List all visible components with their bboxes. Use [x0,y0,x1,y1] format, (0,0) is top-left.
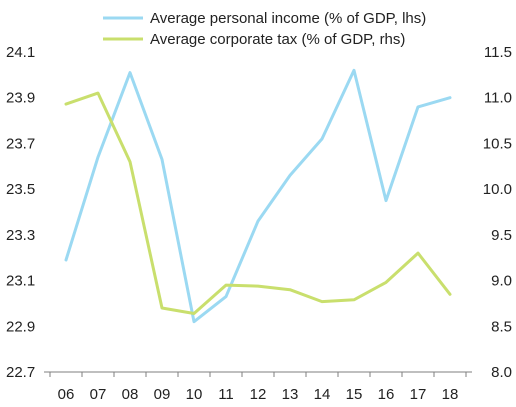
x-axis-tick-label: 11 [218,386,234,403]
left-axis-tick-label: 23.3 [6,227,35,244]
right-axis-tick-label: 11.5 [484,44,512,61]
left-axis-tick-label: 23.1 [6,273,35,290]
x-axis-tick-label: 17 [410,386,427,403]
left-axis-tick-label: 24.1 [6,44,35,61]
series-line-personal-income [64,68,452,324]
series-line-corporate-tax [64,91,452,315]
legend: Average personal income (% of GDP, lhs) … [103,10,426,48]
left-axis-tick-label: 23.5 [6,181,35,198]
left-y-axis: 22.7 22.9 23.1 23.3 23.5 23.7 23.9 24.1 [6,44,35,381]
right-axis-tick-label: 10.0 [483,181,512,198]
right-axis-tick-label: 8.5 [491,318,512,335]
series-layer [64,68,452,324]
x-axis-tick-label: 16 [378,386,395,403]
left-axis-tick-label: 22.7 [6,364,35,381]
x-axis-tick-label: 06 [58,386,75,403]
x-axis-tick-label: 07 [90,386,107,403]
left-axis-tick-label: 23.9 [6,90,35,107]
x-axis: 06 07 08 09 10 11 12 13 14 15 16 17 18 [44,371,472,403]
x-axis-tick-label: 10 [186,386,203,403]
right-y-axis: 8.0 8.5 9.0 9.5 10.0 10.5 11.0 11.5 [483,44,512,381]
x-axis-tick-label: 09 [154,386,171,403]
right-axis-tick-label: 9.0 [491,273,512,290]
x-axis-tick-label: 14 [314,386,331,403]
legend-label-personal-income: Average personal income (% of GDP, lhs) [150,10,426,27]
x-axis-tick-label: 08 [122,386,139,403]
right-axis-tick-label: 10.5 [483,135,512,152]
left-axis-tick-label: 22.9 [6,318,35,335]
left-axis-tick-label: 23.7 [6,135,35,152]
right-axis-tick-label: 11.0 [484,90,512,107]
x-axis-tick-label: 12 [250,386,267,403]
x-axis-tick-label: 18 [442,386,459,403]
x-axis-tick-label: 13 [282,386,299,403]
right-axis-tick-label: 8.0 [491,364,512,381]
x-axis-tick-label: 15 [346,386,363,403]
right-axis-tick-label: 9.5 [491,227,512,244]
legend-label-corporate-tax: Average corporate tax (% of GDP, rhs) [150,31,405,48]
